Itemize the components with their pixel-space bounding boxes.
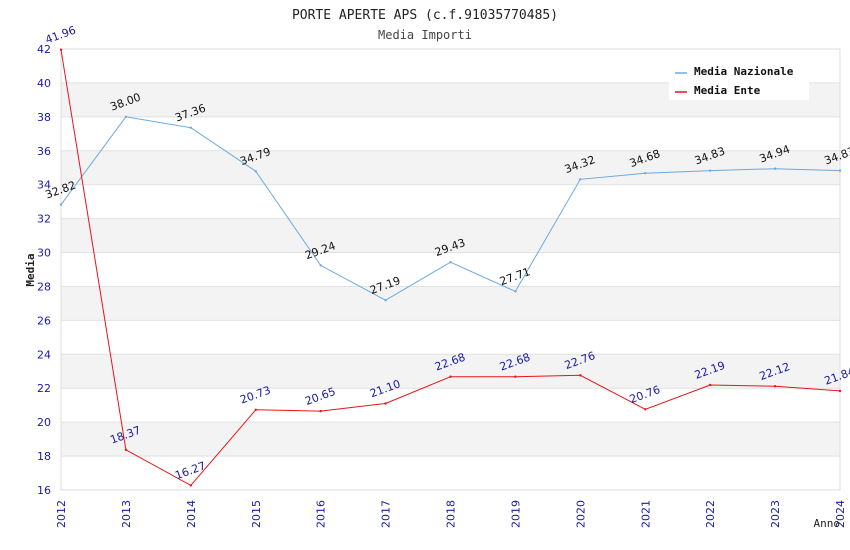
data-point [579, 374, 582, 377]
x-tick-label: 2012 [55, 500, 68, 528]
grid-band [61, 354, 840, 389]
x-tick-label: 2020 [574, 500, 587, 528]
data-point [838, 169, 842, 172]
data-point [838, 389, 842, 393]
y-tick-label: 40 [37, 77, 51, 90]
x-tick-label: 2014 [185, 500, 198, 528]
data-point [449, 261, 452, 264]
data-label: 34.83 [823, 144, 850, 167]
y-tick-label: 34 [37, 179, 51, 192]
data-point [189, 484, 193, 487]
x-axis-label: Anno [814, 517, 841, 530]
data-point [189, 126, 193, 129]
grid-band [61, 286, 840, 321]
data-point [124, 115, 128, 119]
chart-title: PORTE APERTE APS (c.f.91035770485) [292, 8, 558, 23]
y-tick-label: 32 [37, 213, 51, 226]
data-point [124, 448, 128, 452]
y-tick-label: 16 [37, 484, 51, 497]
legend-label-media-ente: Media Ente [694, 84, 761, 97]
data-point [319, 264, 322, 267]
x-axis-ticks: 2012 2013 2014 2015 2016 2017 2018 2019 2020 2021… [55, 500, 847, 528]
x-tick-label: 2022 [704, 500, 717, 528]
x-tick-label: 2016 [315, 500, 328, 528]
data-point [254, 408, 257, 411]
data-point [579, 178, 582, 181]
data-label: 16.27 [173, 459, 207, 482]
data-point [773, 167, 777, 170]
x-tick-label: 2017 [380, 500, 393, 528]
y-tick-label: 26 [37, 314, 51, 327]
legend-box [669, 62, 809, 100]
grid-band [61, 150, 840, 185]
data-point [708, 383, 712, 387]
y-tick-label: 28 [37, 280, 51, 293]
x-tick-label: 2019 [509, 500, 522, 528]
legend-label-media-nazionale: Media Nazionale [694, 65, 794, 78]
data-point [254, 170, 257, 173]
data-point [644, 171, 647, 175]
y-tick-label: 36 [37, 145, 51, 158]
data-point [644, 408, 647, 411]
data-point [449, 375, 452, 378]
y-axis-label: Media [24, 253, 37, 286]
x-tick-label: 2021 [639, 500, 652, 528]
grid-bands [61, 82, 840, 457]
data-point [59, 203, 63, 206]
data-point [773, 384, 777, 388]
data-point [708, 169, 712, 172]
x-tick-label: 2024 [834, 500, 847, 528]
data-point [384, 299, 387, 302]
plot-area [60, 48, 841, 491]
x-tick-label: 2015 [250, 500, 263, 528]
y-axis-ticks: 16 18 20 22 24 26 28 30 32 34 36 38 40 42 [37, 43, 51, 497]
data-point [514, 290, 517, 293]
grid-band [61, 422, 840, 457]
data-point [319, 409, 322, 413]
y-tick-label: 18 [37, 450, 51, 463]
x-tick-label: 2018 [445, 500, 458, 528]
data-label: 27.71 [498, 265, 532, 288]
chart-subtitle: Media Importi [378, 28, 472, 42]
data-point [59, 48, 63, 51]
y-tick-label: 42 [37, 43, 51, 56]
x-tick-label: 2023 [769, 500, 782, 528]
y-tick-label: 38 [37, 111, 51, 124]
y-tick-label: 24 [37, 348, 51, 361]
legend: Media Nazionale Media Ente [669, 62, 809, 100]
x-tick-label: 2013 [120, 500, 133, 528]
data-point [514, 375, 517, 378]
y-tick-label: 20 [37, 416, 51, 429]
data-point [384, 402, 387, 405]
data-label: 41.96 [44, 24, 78, 47]
y-tick-label: 30 [37, 247, 51, 260]
series-line [60, 116, 841, 301]
grid-band [61, 218, 840, 253]
y-tick-label: 22 [37, 382, 51, 395]
